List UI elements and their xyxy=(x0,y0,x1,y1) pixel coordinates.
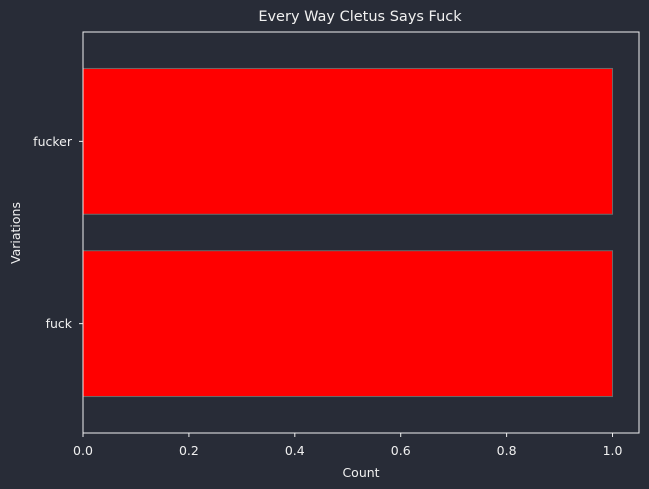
bar-fucker xyxy=(82,67,614,215)
x-tick-label: 0.2 xyxy=(179,443,199,458)
x-tick-label: 0.6 xyxy=(391,443,411,458)
x-tick-label: 0.8 xyxy=(497,443,517,458)
y-axis-ticks: fuck fucker xyxy=(33,134,83,331)
x-axis-label: Count xyxy=(342,465,379,480)
y-axis-label: Variations xyxy=(8,202,23,264)
chart-title: Every Way Cletus Says Fuck xyxy=(258,9,462,25)
bars-group xyxy=(82,67,614,398)
x-tick-label: 0.0 xyxy=(73,443,93,458)
bar-fuck xyxy=(82,250,614,398)
y-tick-label: fucker xyxy=(33,134,73,149)
x-tick-label: 1.0 xyxy=(603,443,623,458)
plot-area-frame xyxy=(82,31,640,434)
y-tick-label: fuck xyxy=(46,316,73,331)
x-tick-label: 0.4 xyxy=(285,443,305,458)
x-axis-ticks: 0.0 0.2 0.4 0.6 0.8 1.0 xyxy=(73,433,623,458)
